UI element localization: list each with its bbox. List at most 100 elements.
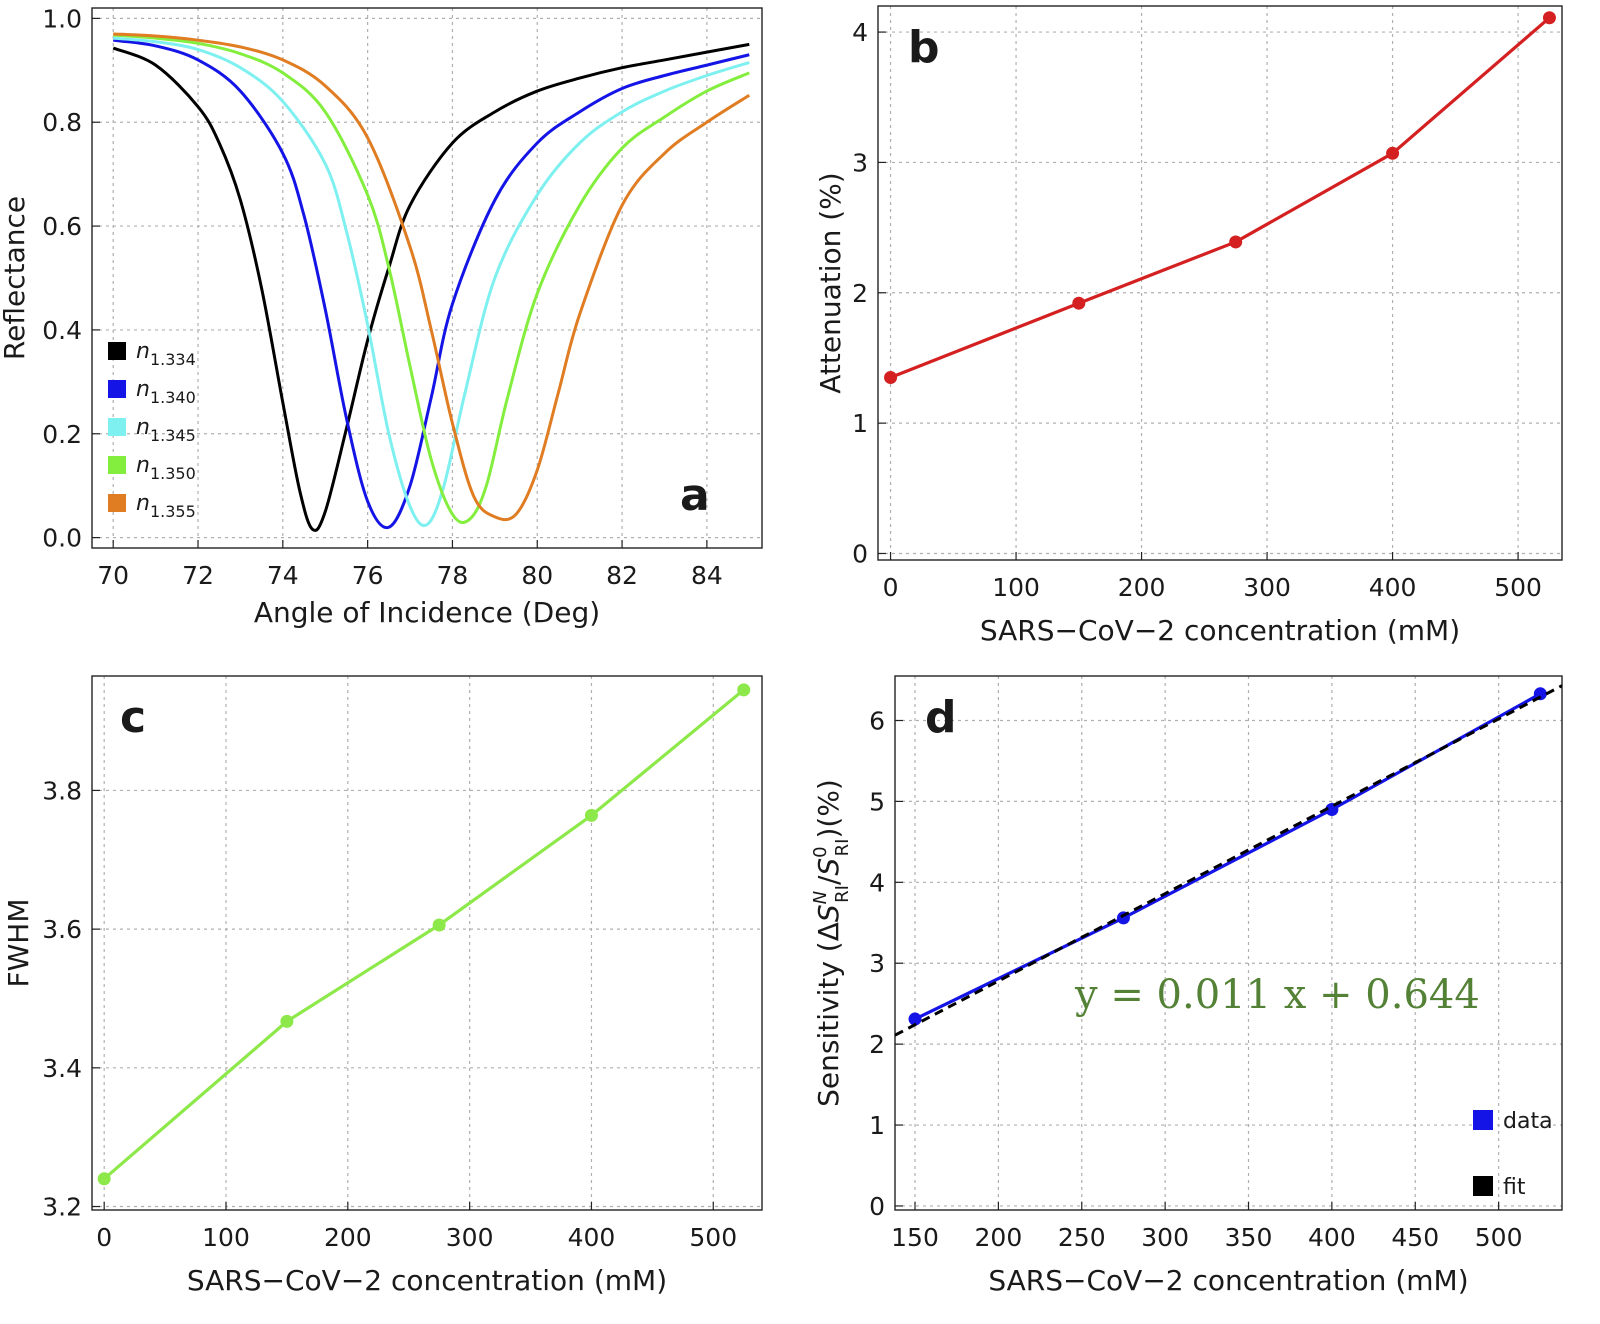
x-tick-label: 250 — [1058, 1223, 1106, 1252]
legend-subscript: 1.355 — [150, 502, 196, 521]
data-point — [1229, 235, 1243, 249]
series-line-1.355 — [113, 32, 751, 522]
plot-frame — [91, 675, 763, 1211]
x-axis-label: SARS−CoV−2 concentration (mM) — [187, 1264, 667, 1297]
panel-d-sensitivity-chart: 150 200 250 300 350 400 450 500 0 1 2 3 4 5 6 SARS−CoV−… — [810, 675, 1563, 1297]
y-axis-label: Reflectance — [0, 196, 31, 360]
panel-letter: d — [925, 692, 957, 743]
x-tick-label: 70 — [97, 561, 129, 590]
plot-area — [112, 32, 751, 532]
y-label-part: / — [812, 875, 845, 885]
panel-letter: a — [680, 470, 710, 521]
legend-label: fit — [1503, 1175, 1526, 1200]
x-tick-label: 200 — [324, 1223, 372, 1252]
x-tick-label: 150 — [891, 1223, 939, 1252]
gridlines — [878, 6, 1562, 560]
data-point — [584, 808, 598, 822]
y-axis-label: FWHM — [2, 898, 35, 987]
y-tick-label: 3.4 — [42, 1054, 82, 1083]
y-tick-label: 0.2 — [42, 420, 82, 449]
y-tick-label: 3.8 — [42, 776, 82, 805]
legend-symbol: n — [136, 339, 150, 364]
plot-area — [884, 11, 1556, 385]
panel-c-fwhm-chart: 0 100 200 300 400 500 3.2 3.4 3.6 3.8 SARS−CoV−2 c… — [2, 675, 763, 1297]
legend-symbol: n — [136, 491, 150, 516]
x-tick-label: 400 — [1369, 573, 1417, 602]
series-line-data — [914, 692, 1542, 1021]
legend-swatch — [108, 342, 126, 360]
y-tick-label: 3.6 — [42, 915, 82, 944]
data-point — [280, 1014, 294, 1028]
x-axis-label: Angle of Incidence (Deg) — [254, 596, 600, 629]
x-tick-label: 100 — [202, 1223, 250, 1252]
x-tick-label: 78 — [437, 561, 469, 590]
y-tick-label: 1 — [852, 409, 868, 438]
x-tick-label: 80 — [521, 561, 553, 590]
plot-frame — [894, 675, 1563, 1211]
legend-swatch — [1473, 1110, 1493, 1130]
gridlines — [92, 676, 762, 1210]
legend-label: n1.340 — [136, 377, 196, 407]
legend-label: data — [1503, 1109, 1553, 1134]
legend-swatch — [108, 380, 126, 398]
y-tick-label: 4 — [869, 868, 885, 897]
y-tick-label: 1 — [869, 1111, 885, 1140]
legend-swatch — [108, 418, 126, 436]
x-tick-label: 82 — [606, 561, 638, 590]
fit-equation: y = 0.011 x + 0.644 — [1074, 972, 1480, 1018]
y-tick-label: 0 — [869, 1192, 885, 1221]
series-line-1.350 — [113, 33, 750, 525]
legend-subscript: 1.350 — [150, 464, 196, 483]
y-label-part: Sensitivity (Δ — [812, 922, 845, 1107]
legend-symbol: n — [136, 377, 150, 402]
data-point — [1072, 296, 1086, 310]
x-tick-label: 350 — [1225, 1223, 1273, 1252]
x-axis-label: SARS−CoV−2 concentration (mM) — [988, 1264, 1468, 1297]
legend-label: n1.355 — [136, 491, 196, 521]
plot-frame — [877, 5, 1563, 561]
y-tick-label: 0.4 — [42, 316, 82, 345]
legend-subscript: 1.345 — [150, 426, 196, 445]
legend-symbol: n — [136, 453, 150, 478]
y-tick-label: 0.0 — [42, 524, 82, 553]
x-tick-label: 0 — [96, 1223, 112, 1252]
y-label-sup: 0 — [810, 846, 831, 857]
y-label-part: S — [812, 904, 845, 922]
data-point — [97, 1172, 111, 1186]
data-point — [737, 683, 751, 697]
data-point — [908, 1012, 922, 1026]
legend-swatch — [108, 456, 126, 474]
x-tick-label: 500 — [1494, 573, 1542, 602]
x-tick-label: 200 — [975, 1223, 1023, 1252]
x-tick-label: 100 — [992, 573, 1040, 602]
y-axis-label: Attenuation (%) — [814, 172, 847, 393]
series-line-1.334 — [112, 42, 750, 532]
y-tick-label: 3 — [852, 148, 868, 177]
legend-label: n1.334 — [136, 339, 196, 369]
series-line-1.345 — [113, 36, 750, 527]
x-tick-label: 300 — [1141, 1223, 1189, 1252]
x-tick-label: 300 — [446, 1223, 494, 1252]
y-label-sub: RI — [832, 839, 853, 857]
x-tick-label: 76 — [352, 561, 384, 590]
x-axis-label: SARS−CoV−2 concentration (mM) — [980, 614, 1460, 647]
legend-subscript: 1.340 — [150, 388, 196, 407]
x-tick-label: 450 — [1391, 1223, 1439, 1252]
x-tick-label: 400 — [1308, 1223, 1356, 1252]
y-tick-label: 2 — [852, 279, 868, 308]
y-tick-label: 3 — [869, 949, 885, 978]
fit-line — [895, 684, 1562, 1037]
panel-letter: c — [120, 692, 146, 743]
panel-a-reflectance-chart: 70 72 74 76 78 80 82 84 0.0 0.2 0.4 0.6 0.8 1.0 Angle … — [0, 4, 763, 629]
legend-symbol: n — [136, 415, 150, 440]
y-tick-label: 2 — [869, 1030, 885, 1059]
y-tick-label: 0.6 — [42, 212, 82, 241]
data-point — [884, 371, 898, 385]
x-tick-label: 72 — [182, 561, 214, 590]
plot-area — [97, 683, 751, 1186]
y-tick-label: 4 — [852, 18, 868, 47]
y-label-sup: N — [810, 891, 831, 904]
y-label-sub: RI — [832, 885, 853, 903]
x-tick-label: 200 — [1118, 573, 1166, 602]
